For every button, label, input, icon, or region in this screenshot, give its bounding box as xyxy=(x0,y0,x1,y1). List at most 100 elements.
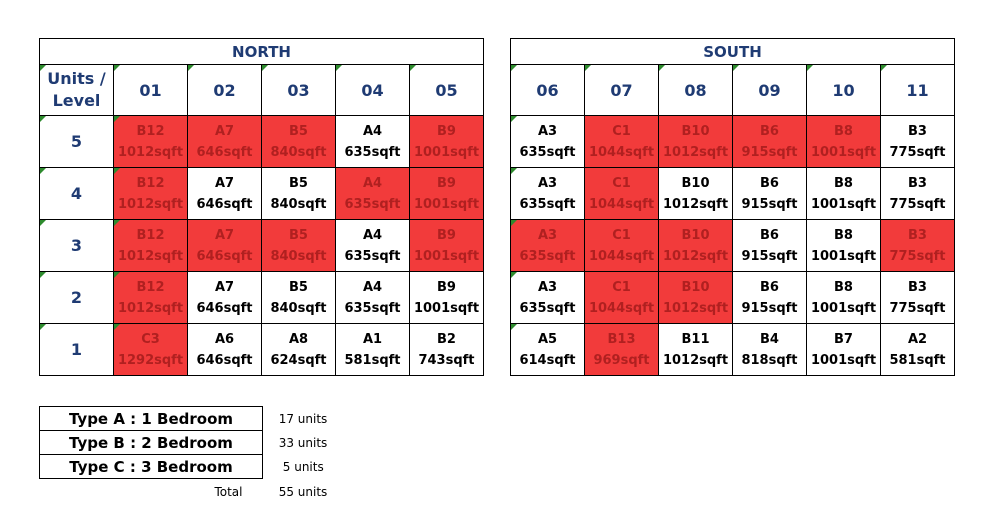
legend-type-b-count: 33 units xyxy=(278,435,328,450)
unit-cell: B8 1001sqft xyxy=(806,271,881,324)
unit-size: 1044sqft xyxy=(588,300,655,316)
unit-size: 624sqft xyxy=(270,352,327,368)
unit-cell: B3 775sqft xyxy=(880,115,955,168)
unit-cell: B9 1001sqft xyxy=(409,167,484,220)
unit-type: B12 xyxy=(136,227,165,243)
unit-size: 635sqft xyxy=(519,248,576,264)
level-label: 2 xyxy=(39,271,114,324)
unit-type-legend: Type A : 1 Bedroom 17 units Type B : 2 B… xyxy=(39,406,344,505)
unit-type: A4 xyxy=(362,123,383,139)
unit-type: A5 xyxy=(537,331,558,347)
unit-type: B12 xyxy=(136,123,165,139)
unit-size: 1012sqft xyxy=(117,196,184,212)
unit-size: 646sqft xyxy=(196,196,253,212)
unit-size: 1001sqft xyxy=(810,300,877,316)
unit-size: 1044sqft xyxy=(588,196,655,212)
unit-type: B3 xyxy=(908,123,927,139)
unit-type: B3 xyxy=(908,279,927,295)
unit-type: B5 xyxy=(289,123,308,139)
legend-type-c: Type C : 3 Bedroom xyxy=(39,454,263,479)
legend-type-c-count: 5 units xyxy=(282,459,324,474)
unit-size: 1001sqft xyxy=(810,248,877,264)
unit-cell: B10 1012sqft xyxy=(658,271,733,324)
unit-cell: A4 635sqft xyxy=(335,115,410,168)
unit-type: A7 xyxy=(214,227,235,243)
unit-type: B8 xyxy=(834,227,853,243)
unit-cell: B9 1001sqft xyxy=(409,219,484,272)
unit-size: 1044sqft xyxy=(588,144,655,160)
unit-size: 1012sqft xyxy=(117,144,184,160)
unit-type: A4 xyxy=(362,175,383,191)
unit-type: A1 xyxy=(362,331,383,347)
unit-cell: B12 1012sqft xyxy=(113,115,188,168)
unit-cell: B11 1012sqft xyxy=(658,323,733,376)
unit-cell: A6 646sqft xyxy=(187,323,262,376)
unit-type: B8 xyxy=(834,123,853,139)
unit-cell: A3 635sqft xyxy=(510,115,585,168)
unit-column-header: 03 xyxy=(261,64,336,116)
unit-size: 646sqft xyxy=(196,300,253,316)
unit-size: 818sqft xyxy=(741,352,798,368)
unit-size: 840sqft xyxy=(270,300,327,316)
unit-cell: A7 646sqft xyxy=(187,219,262,272)
unit-size: 743sqft xyxy=(418,352,475,368)
unit-size: 581sqft xyxy=(889,352,946,368)
unit-size: 1001sqft xyxy=(810,144,877,160)
unit-type: A4 xyxy=(362,279,383,295)
level-row: 2 B12 1012sqft A7 646sqft B5 840sqft A4 635sqft B… xyxy=(39,271,484,324)
unit-size: 1001sqft xyxy=(810,352,877,368)
unit-cell: B3 775sqft xyxy=(880,219,955,272)
unit-type: B7 xyxy=(834,331,853,347)
unit-cell: C3 1292sqft xyxy=(113,323,188,376)
unit-cell: B12 1012sqft xyxy=(113,271,188,324)
unit-cell: B12 1012sqft xyxy=(113,219,188,272)
unit-cell: B3 775sqft xyxy=(880,167,955,220)
unit-type: A7 xyxy=(214,123,235,139)
unit-size: 581sqft xyxy=(344,352,401,368)
unit-column-header: 08 xyxy=(658,64,733,116)
unit-type: B9 xyxy=(437,123,456,139)
unit-cell: A7 646sqft xyxy=(187,167,262,220)
unit-column-header: 09 xyxy=(732,64,807,116)
south-block-table: SOUTH 06 07 08 09 10 11 A3 635sqft C1 1044sqft B1… xyxy=(510,38,955,376)
south-header: SOUTH xyxy=(510,38,955,65)
legend-type-b: Type B : 2 Bedroom xyxy=(39,430,263,455)
unit-cell: B10 1012sqft xyxy=(658,115,733,168)
level-label: 1 xyxy=(39,323,114,376)
unit-size: 840sqft xyxy=(270,144,327,160)
unit-type: B10 xyxy=(681,175,710,191)
unit-type: A3 xyxy=(537,123,558,139)
unit-type: A3 xyxy=(537,175,558,191)
level-row: 5 B12 1012sqft A7 646sqft B5 840sqft A4 635sqft B… xyxy=(39,115,484,168)
unit-size: 1012sqft xyxy=(662,144,729,160)
unit-column-header: 02 xyxy=(187,64,262,116)
unit-column-header: 07 xyxy=(584,64,659,116)
level-row: A3 635sqft C1 1044sqft B10 1012sqft B6 915sqft B… xyxy=(510,271,955,324)
unit-size: 635sqft xyxy=(344,196,401,212)
unit-cell: B8 1001sqft xyxy=(806,219,881,272)
unit-cell: A5 614sqft xyxy=(510,323,585,376)
unit-type: B6 xyxy=(760,227,779,243)
unit-type: A6 xyxy=(214,331,235,347)
unit-cell: B4 818sqft xyxy=(732,323,807,376)
unit-cell: B3 775sqft xyxy=(880,271,955,324)
level-row: A3 635sqft C1 1044sqft B10 1012sqft B6 915sqft B… xyxy=(510,115,955,168)
unit-type: B9 xyxy=(437,175,456,191)
unit-type: B4 xyxy=(760,331,779,347)
unit-size: 840sqft xyxy=(270,248,327,264)
unit-cell: B6 915sqft xyxy=(732,115,807,168)
unit-size: 646sqft xyxy=(196,248,253,264)
unit-type: B13 xyxy=(607,331,636,347)
unit-size: 1012sqft xyxy=(662,300,729,316)
unit-cell: C1 1044sqft xyxy=(584,271,659,324)
unit-cell: A1 581sqft xyxy=(335,323,410,376)
unit-column-header: 10 xyxy=(806,64,881,116)
unit-type: B9 xyxy=(437,279,456,295)
unit-cell: B5 840sqft xyxy=(261,219,336,272)
unit-cell: B10 1012sqft xyxy=(658,219,733,272)
unit-type: A3 xyxy=(537,279,558,295)
unit-cell: A3 635sqft xyxy=(510,271,585,324)
unit-cell: A3 635sqft xyxy=(510,219,585,272)
unit-type: A7 xyxy=(214,175,235,191)
unit-size: 635sqft xyxy=(344,300,401,316)
